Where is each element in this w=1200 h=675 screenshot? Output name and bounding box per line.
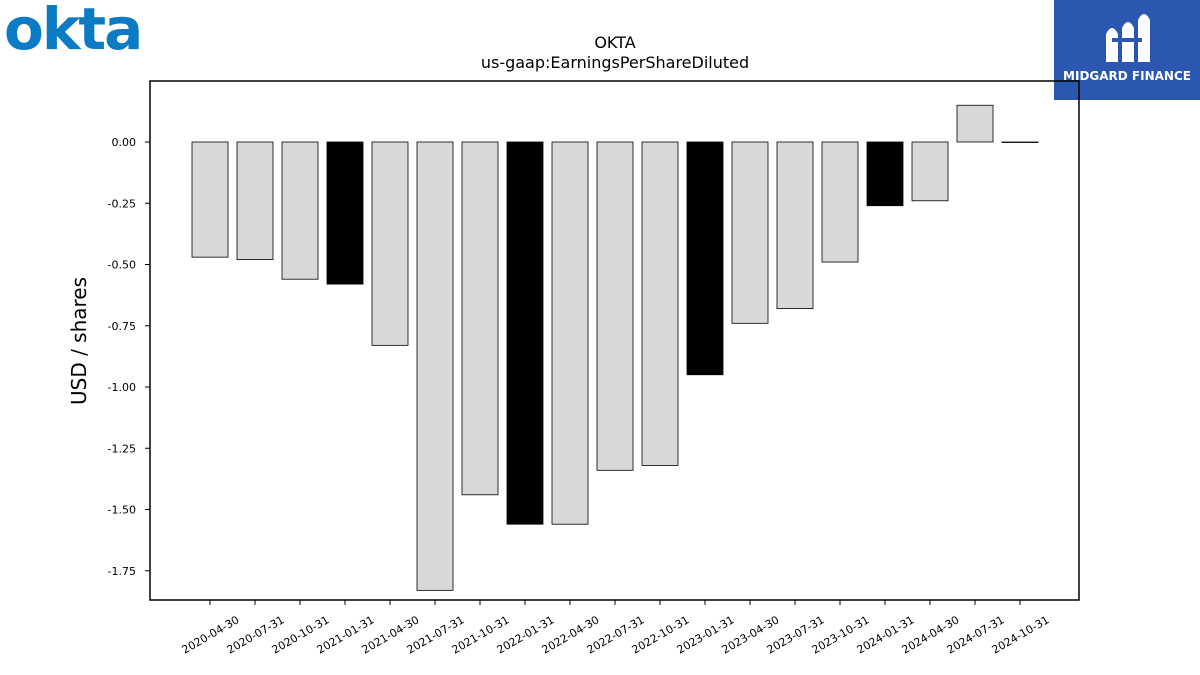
bar-2022-01-31 [506, 141, 544, 525]
chart-title: OKTA [594, 33, 635, 52]
y-tick-label: 0.00 [112, 136, 137, 149]
bar-2021-10-31 [461, 141, 499, 496]
bar-2022-07-31 [596, 141, 634, 471]
plot-frame [149, 80, 1080, 601]
bar-2022-10-31 [641, 141, 679, 466]
y-ticks-group: 0.00 -0.25 -0.50 -0.75 -1.00 -1.25 -1.50 -1.75 [108, 136, 150, 578]
bar-2021-07-31 [416, 141, 454, 591]
y-tick-label: -0.75 [108, 320, 136, 333]
bar-2020-04-30 [191, 141, 229, 258]
bars-group [191, 104, 1039, 591]
y-tick-label: -1.75 [108, 565, 136, 578]
y-tick-label: -1.25 [108, 442, 136, 455]
bar-2024-04-30 [911, 141, 949, 202]
bar-2023-07-31 [776, 141, 814, 310]
okta-logo: okta [4, 0, 143, 63]
y-tick-label: -0.25 [108, 197, 136, 210]
midgard-logo-text: MIDGARD FINANCE [1063, 69, 1191, 83]
y-tick-label: -1.50 [108, 504, 136, 517]
bar-2021-04-30 [371, 141, 409, 346]
bar-2020-07-31 [236, 141, 274, 260]
x-ticks-group: 2020-04-302020-07-312020-10-312021-01-31… [180, 600, 1052, 657]
bar-2023-10-31 [821, 141, 859, 263]
chart-subtitle: us-gaap:EarningsPerShareDiluted [481, 53, 749, 72]
y-tick-label: -0.50 [108, 259, 136, 272]
bar-2023-01-31 [686, 141, 724, 376]
bar-2023-04-30 [731, 141, 769, 324]
y-tick-label: -1.00 [108, 381, 136, 394]
bar-2022-04-30 [551, 141, 589, 525]
bar-2024-07-31 [956, 104, 994, 143]
midgard-emblem-icon [1106, 14, 1150, 62]
bar-2020-10-31 [281, 141, 319, 280]
bar-2024-10-31 [1001, 141, 1039, 143]
bar-2024-01-31 [866, 141, 904, 207]
bar-2021-01-31 [326, 141, 364, 285]
y-axis-label: USD / shares [67, 277, 91, 405]
